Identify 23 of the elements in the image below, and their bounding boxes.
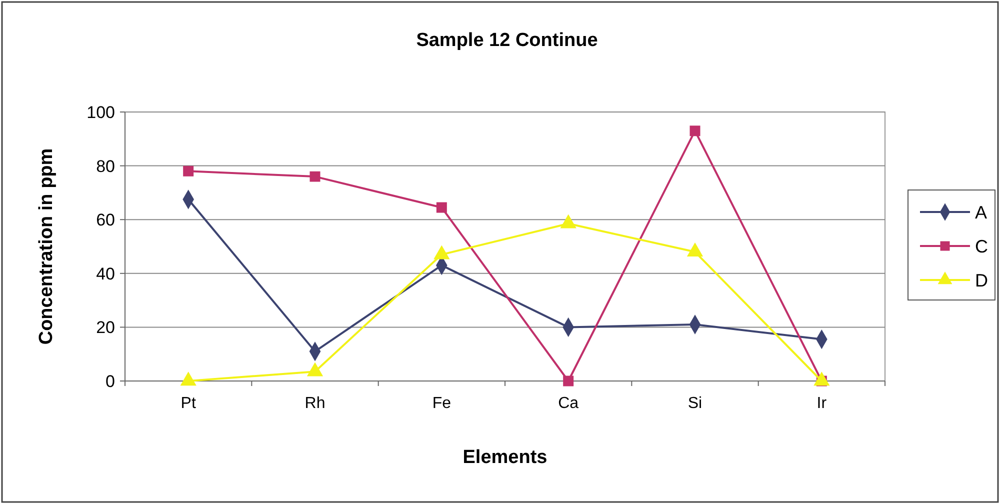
y-tick-label: 0 <box>106 372 115 391</box>
x-axis-title: Elements <box>462 447 548 468</box>
y-tick-label: 100 <box>86 102 115 122</box>
legend-label: A <box>975 202 988 222</box>
y-tick-label: 80 <box>96 156 115 176</box>
x-tick-label: Pt <box>180 395 196 412</box>
x-tick-label: Fe <box>432 395 452 412</box>
x-tick-label: Rh <box>304 395 326 412</box>
y-tick-label: 20 <box>96 318 115 338</box>
x-tick-label: Ca <box>558 395 579 412</box>
legend-label: D <box>975 270 988 290</box>
legend-label: C <box>975 236 988 256</box>
point <box>310 171 320 182</box>
y-tick-label: 40 <box>96 264 115 284</box>
x-tick-label: Si <box>688 395 702 412</box>
point <box>183 166 194 176</box>
point <box>563 376 574 386</box>
y-tick-label: 60 <box>96 210 115 230</box>
chart-title: Sample 12 Continue <box>416 30 598 51</box>
point <box>436 202 447 213</box>
x-tick-label: Ir <box>816 395 828 412</box>
y-axis-title: Concentration in ppm <box>36 148 57 345</box>
point <box>690 126 700 136</box>
